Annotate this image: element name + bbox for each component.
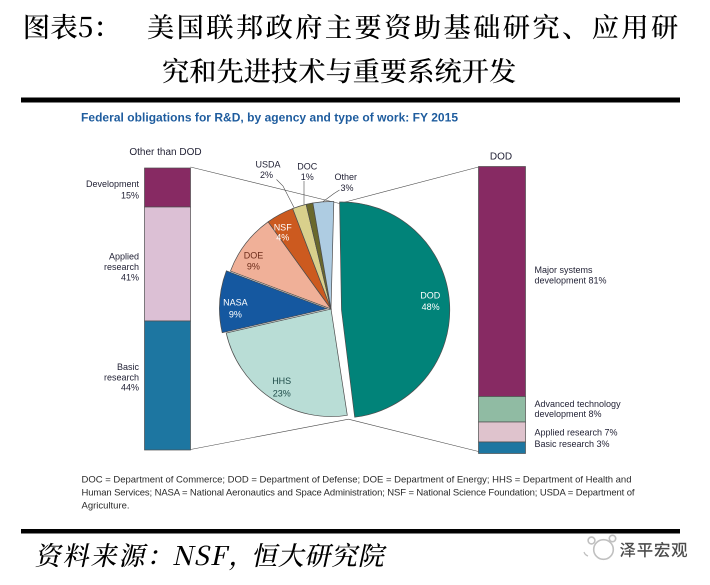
svg-text:9%: 9% <box>229 310 242 320</box>
svg-text:44%: 44% <box>121 383 139 393</box>
svg-text:Basic: Basic <box>117 362 140 372</box>
svg-text:DOE: DOE <box>244 251 264 261</box>
svg-text:Development: Development <box>86 179 140 189</box>
svg-text:NASA: NASA <box>223 298 248 308</box>
svg-text:23%: 23% <box>273 388 291 398</box>
svg-text:Major systems: Major systems <box>535 265 594 275</box>
svg-text:4%: 4% <box>276 233 289 243</box>
svg-text:research: research <box>104 373 139 383</box>
svg-text:Applied research 7%: Applied research 7% <box>535 428 618 438</box>
svg-text:Other than DOD: Other than DOD <box>129 147 201 158</box>
svg-text:DOD: DOD <box>420 290 441 300</box>
svg-text:Human Services; NASA = Nationa: Human Services; NASA = National Aeronaut… <box>82 488 635 499</box>
svg-text:2%: 2% <box>260 170 273 180</box>
svg-text:Federal obligations for R&D, b: Federal obligations for R&D, by agency a… <box>81 111 458 125</box>
svg-text:3%: 3% <box>340 183 353 193</box>
svg-text:Agriculture.: Agriculture. <box>82 501 130 512</box>
svg-text:development 8%: development 8% <box>535 409 602 419</box>
svg-text:DOC: DOC <box>297 162 318 172</box>
svg-text:15%: 15% <box>121 191 139 201</box>
svg-text:41%: 41% <box>121 273 139 283</box>
svg-text:9%: 9% <box>247 262 260 272</box>
svg-text:Basic research 3%: Basic research 3% <box>535 439 610 449</box>
svg-text:Applied: Applied <box>109 252 139 262</box>
svg-text:DOD: DOD <box>490 152 512 163</box>
svg-text:USDA: USDA <box>255 160 280 170</box>
svg-text:Advanced technology: Advanced technology <box>535 399 622 409</box>
svg-text:research: research <box>104 262 139 272</box>
svg-text:development 81%: development 81% <box>535 276 607 286</box>
svg-text:HHS: HHS <box>272 376 291 386</box>
svg-text:48%: 48% <box>422 302 440 312</box>
svg-text:1%: 1% <box>301 172 314 182</box>
svg-text:Other: Other <box>334 172 357 182</box>
svg-text:DOC = Department of Commerce;: DOC = Department of Commerce; DOD = Depa… <box>82 475 632 486</box>
svg-text:NSF: NSF <box>274 223 293 233</box>
